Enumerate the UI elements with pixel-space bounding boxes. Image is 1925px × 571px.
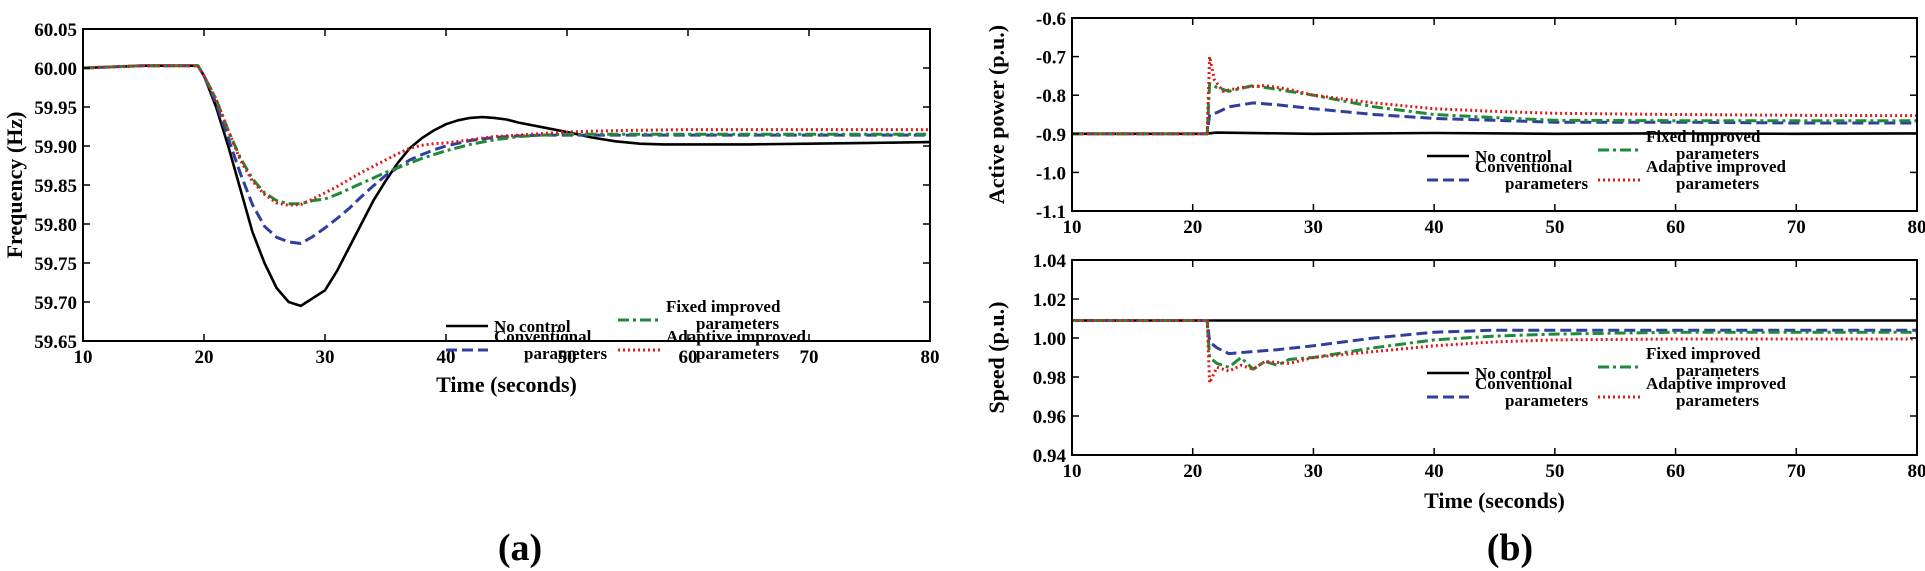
speed-x-tick-label: 60	[1666, 461, 1685, 482]
freq-x-axis-title: Time (seconds)	[436, 372, 577, 397]
power-x-tick-label: 60	[1666, 217, 1685, 238]
power-x-tick-label: 10	[1063, 217, 1082, 238]
freq-x-tick-label: 70	[800, 347, 819, 368]
power-y-tick-label: -0.9	[1036, 125, 1066, 146]
speed-legend-label: parameters	[1676, 391, 1759, 410]
speed-x-tick-label: 80	[1908, 461, 1925, 482]
speed-series-conventional-line	[1072, 319, 1917, 356]
freq-legend-label: parameters	[696, 314, 779, 333]
power-legend-label: Conventional	[1475, 157, 1573, 176]
power-x-tick-label: 50	[1545, 217, 1564, 238]
speed-y-tick-label: 0.94	[1033, 446, 1067, 467]
freq-plot-frame	[82, 28, 931, 342]
speed-series-fixed-line	[1072, 319, 1917, 371]
power-series-fixed-line	[1072, 82, 1917, 136]
freq-x-tick-label: 10	[74, 347, 93, 368]
freq-x-tick-label: 50	[558, 347, 577, 368]
freq-y-tick-label: 59.90	[34, 137, 77, 158]
freq-y-tick-label: 59.95	[34, 98, 77, 119]
freq-y-tick-label: 59.65	[34, 332, 77, 353]
power-legend-label: Fixed improved	[1646, 127, 1761, 146]
speed-x-axis-title: Time (seconds)	[1424, 488, 1565, 513]
speed-legend-label: Conventional	[1475, 374, 1573, 393]
freq-legend-label: Conventional	[494, 327, 592, 346]
freq-x-tick-label: 60	[679, 347, 698, 368]
speed-x-tick-label: 30	[1304, 461, 1323, 482]
power-legend-label: No control	[1475, 147, 1552, 166]
freq-legend-label: Fixed improved	[666, 297, 781, 316]
freq-legend-label: parameters	[524, 344, 607, 363]
power-plot-frame	[1071, 17, 1918, 212]
freq-y-tick-label: 59.80	[34, 215, 77, 236]
power-y-tick-label: -0.8	[1036, 86, 1066, 107]
freq-series-no-control-line	[82, 64, 931, 308]
power-x-tick-label: 70	[1787, 217, 1806, 238]
power-y-tick-label: -1.1	[1036, 202, 1066, 223]
speed-x-tick-label: 40	[1425, 461, 1444, 482]
power-x-tick-label: 30	[1304, 217, 1323, 238]
power-series-adaptive-line	[1072, 55, 1918, 136]
active-power-chart: 10 20 30 40 50 60 70 80 -1.1 -1.0 -0.9 -0.8 -0.7 -0.6…	[984, 9, 1925, 238]
freq-y-tick-label: 60.05	[34, 20, 77, 41]
power-y-tick-label: -0.6	[1036, 9, 1066, 30]
power-legend-label: Adaptive improved	[1646, 157, 1786, 176]
freq-x-tick-label: 30	[316, 347, 335, 368]
power-legend-label: parameters	[1676, 144, 1759, 163]
power-y-axis-title: Active power (p.u.)	[984, 25, 1009, 204]
speed-legend-label: Fixed improved	[1646, 344, 1761, 363]
freq-y-axis-title: Frequency (Hz)	[2, 112, 27, 259]
panel-a-label: (a)	[498, 527, 542, 569]
speed-x-tick-label: 70	[1787, 461, 1806, 482]
freq-y-tick-label: 59.70	[34, 293, 77, 314]
speed-legend-label: parameters	[1676, 361, 1759, 380]
power-legend-label: parameters	[1676, 174, 1759, 193]
speed-x-tick-label: 20	[1183, 461, 1202, 482]
speed-legend-label: parameters	[1505, 391, 1588, 410]
speed-y-tick-label: 1.00	[1033, 329, 1066, 350]
speed-y-axis-title: Speed (p.u.)	[984, 302, 1009, 414]
freq-x-tick-label: 80	[921, 347, 940, 368]
power-series-no-control-line	[1072, 131, 1918, 136]
freq-y-tick-label: 60.00	[34, 59, 77, 80]
power-y-tick-label: -1.0	[1036, 163, 1066, 184]
power-legend-label: parameters	[1505, 174, 1588, 193]
freq-legend-label: No control	[494, 317, 571, 336]
panel-b-label: (b)	[1487, 527, 1533, 569]
speed-legend-label: No control	[1475, 364, 1552, 383]
freq-x-tick-label: 20	[195, 347, 214, 368]
speed-legend-label: Adaptive improved	[1646, 374, 1786, 393]
speed-x-tick-label: 10	[1063, 461, 1082, 482]
power-x-tick-label: 20	[1183, 217, 1202, 238]
freq-legend-label: parameters	[696, 344, 779, 363]
freq-series-conventional-line	[82, 64, 930, 245]
freq-legend-label: Adaptive improved	[666, 327, 806, 346]
speed-y-tick-label: 0.98	[1033, 368, 1066, 389]
power-y-tick-label: -0.7	[1036, 48, 1067, 69]
power-x-tick-label: 80	[1908, 217, 1925, 238]
power-series-conventional-line	[1072, 101, 1917, 136]
speed-plot-frame	[1071, 259, 1918, 456]
freq-x-tick-label: 40	[437, 347, 456, 368]
speed-y-tick-label: 0.96	[1033, 407, 1066, 428]
speed-y-tick-label: 1.04	[1033, 251, 1067, 272]
speed-chart: 10 20 30 40 50 60 70 80 0.94 0.96 0.98 1.00 1.02 1.04…	[984, 251, 1925, 513]
freq-y-tick-label: 59.85	[34, 176, 77, 197]
power-x-tick-label: 40	[1425, 217, 1444, 238]
freq-y-tick-label: 59.75	[34, 254, 77, 275]
speed-x-tick-label: 50	[1545, 461, 1564, 482]
freq-series-adaptive-line	[82, 64, 930, 207]
frequency-chart: 10 20 30 40 50 60 70 80 59.65 59.70 59.75 59.80 59.8…	[2, 20, 940, 397]
speed-y-tick-label: 1.02	[1033, 290, 1066, 311]
